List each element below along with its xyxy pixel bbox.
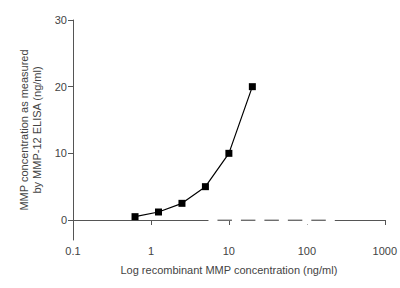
svg-text:30: 30 (55, 14, 67, 26)
svg-text:MMP concentration as measured: MMP concentration as measured (18, 49, 30, 210)
svg-text:100: 100 (298, 245, 316, 257)
svg-text:Log recombinant MMP concentrat: Log recombinant MMP concentration (ng/ml… (120, 264, 337, 276)
svg-text:0.1: 0.1 (65, 245, 80, 257)
svg-text:by MMP-12 ELISA (ng/ml): by MMP-12 ELISA (ng/ml) (31, 66, 43, 193)
svg-text:1: 1 (148, 245, 154, 257)
svg-text:1000: 1000 (373, 245, 397, 257)
svg-text:0: 0 (61, 214, 67, 226)
svg-text:10: 10 (223, 245, 235, 257)
svg-text:10: 10 (55, 147, 67, 159)
svg-text:20: 20 (55, 81, 67, 93)
